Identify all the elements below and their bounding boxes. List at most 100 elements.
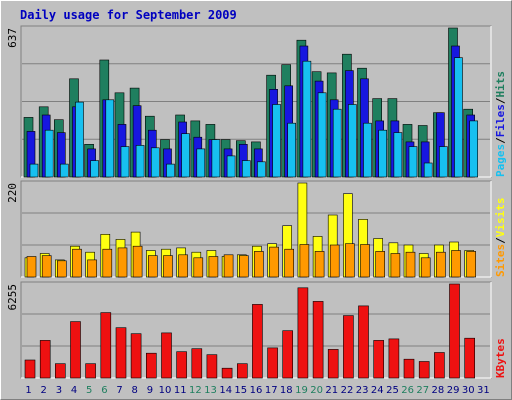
bar-pages-26 (408, 146, 418, 178)
x-tick-label: 14 (219, 385, 232, 396)
x-tick-label: 18 (280, 385, 293, 396)
bar-sites-17 (269, 246, 279, 278)
bar-kbytes-16 (252, 304, 263, 379)
bar-sites-29 (451, 250, 461, 278)
bar-sites-18 (284, 248, 295, 278)
bar-sites-10 (163, 255, 173, 278)
bar-sites-22 (345, 243, 355, 278)
bar-pages-9 (151, 147, 160, 178)
bar-sites-6 (102, 248, 113, 278)
bar-pages-12 (196, 148, 206, 178)
x-tick-label: 4 (71, 385, 77, 396)
bar-pages-17 (272, 104, 281, 178)
bar-pages-25 (393, 132, 403, 178)
bar-pages-4 (75, 101, 84, 178)
bar-pages-7 (120, 146, 130, 178)
legend-item-pages: Pages (494, 144, 507, 177)
ymax-label-kbytes: 6255 (6, 284, 19, 311)
bar-kbytes-3 (54, 363, 66, 379)
bar-pages-18 (287, 122, 297, 178)
bar-kbytes-5 (85, 363, 96, 379)
legend-item-sites: Sites (494, 244, 507, 277)
bar-pages-1 (29, 163, 39, 178)
legend-item-visits: Visits (494, 198, 507, 238)
x-tick-label: 5 (86, 385, 92, 396)
legend-separator: / (494, 137, 507, 144)
bar-kbytes-11 (176, 351, 187, 379)
bar-sites-15 (239, 255, 249, 278)
bar-pages-22 (348, 104, 357, 178)
bar-kbytes-9 (146, 352, 157, 379)
x-tick-label: 29 (447, 385, 460, 396)
bar-kbytes-2 (39, 340, 51, 379)
bar-sites-30 (466, 251, 477, 278)
bar-kbytes-27 (418, 361, 430, 379)
bar-sites-12 (193, 257, 204, 278)
x-tick-label: 16 (250, 385, 263, 396)
bar-pages-13 (211, 139, 221, 178)
chart-title: Daily usage for September 2009 (20, 8, 237, 22)
bar-kbytes-17 (267, 347, 278, 379)
bar-kbytes-10 (161, 332, 172, 379)
x-tick-label: 23 (356, 385, 369, 396)
bar-sites-24 (375, 251, 386, 278)
bar-sites-23 (360, 244, 370, 278)
bar-pages-20 (317, 92, 327, 178)
x-tick-label: 12 (189, 385, 202, 396)
x-tick-label: 3 (56, 385, 62, 396)
bar-sites-16 (254, 251, 264, 278)
bar-sites-11 (178, 254, 188, 278)
bar-sites-5 (87, 259, 97, 278)
bar-sites-8 (132, 245, 143, 278)
bar-sites-9 (148, 255, 158, 278)
x-tick-label: 8 (132, 385, 138, 396)
bar-kbytes-30 (464, 337, 476, 379)
x-tick-label: 10 (159, 385, 172, 396)
x-tick-label: 28 (432, 385, 445, 396)
bar-pages-8 (135, 145, 145, 178)
bar-sites-13 (208, 256, 219, 278)
bar-pages-23 (363, 122, 372, 178)
bar-kbytes-28 (434, 352, 445, 379)
x-tick-label: 17 (265, 385, 278, 396)
bar-pages-27 (423, 162, 433, 178)
bar-sites-26 (405, 251, 416, 278)
bar-pages-24 (378, 129, 388, 178)
x-tick-label: 2 (41, 385, 47, 396)
bar-sites-2 (41, 255, 52, 278)
bar-kbytes-19 (297, 287, 309, 379)
bar-kbytes-8 (130, 333, 142, 379)
x-tick-label: 19 (295, 385, 308, 396)
x-tick-label: 26 (401, 385, 414, 396)
legend-kbytes: KBytes (494, 338, 507, 378)
bar-kbytes-22 (343, 315, 354, 379)
x-tick-label: 21 (325, 385, 338, 396)
panel-kbytes: 6255 KBytes (6, 281, 507, 379)
x-tick-label: 20 (310, 385, 323, 396)
legend-item-hits: Hits (494, 71, 507, 98)
bar-sites-14 (223, 254, 234, 278)
bar-sites-19 (299, 244, 310, 278)
legend-separator: / (494, 97, 507, 104)
bar-kbytes-13 (206, 354, 218, 379)
bar-pages-16 (257, 161, 266, 178)
bar-pages-5 (90, 160, 99, 178)
legend-item-files: Files (494, 104, 507, 137)
bar-kbytes-20 (312, 301, 324, 379)
bar-kbytes-7 (115, 327, 127, 379)
bar-sites-25 (390, 253, 401, 278)
legend-visits: Sites/Visits (494, 198, 507, 278)
x-tick-label: 27 (416, 385, 429, 396)
bar-pages-21 (332, 108, 342, 178)
bar-kbytes-4 (70, 321, 81, 379)
bar-kbytes-29 (449, 283, 460, 379)
bar-sites-4 (72, 248, 82, 278)
bar-pages-10 (166, 163, 175, 178)
bar-pages-19 (302, 60, 312, 178)
bar-sites-3 (56, 260, 67, 278)
x-tick-label: 25 (386, 385, 399, 396)
bar-pages-3 (59, 163, 69, 178)
panel-visits: 220 Sites/Visits (6, 180, 507, 278)
bar-pages-6 (105, 99, 115, 178)
bar-kbytes-6 (100, 312, 112, 379)
